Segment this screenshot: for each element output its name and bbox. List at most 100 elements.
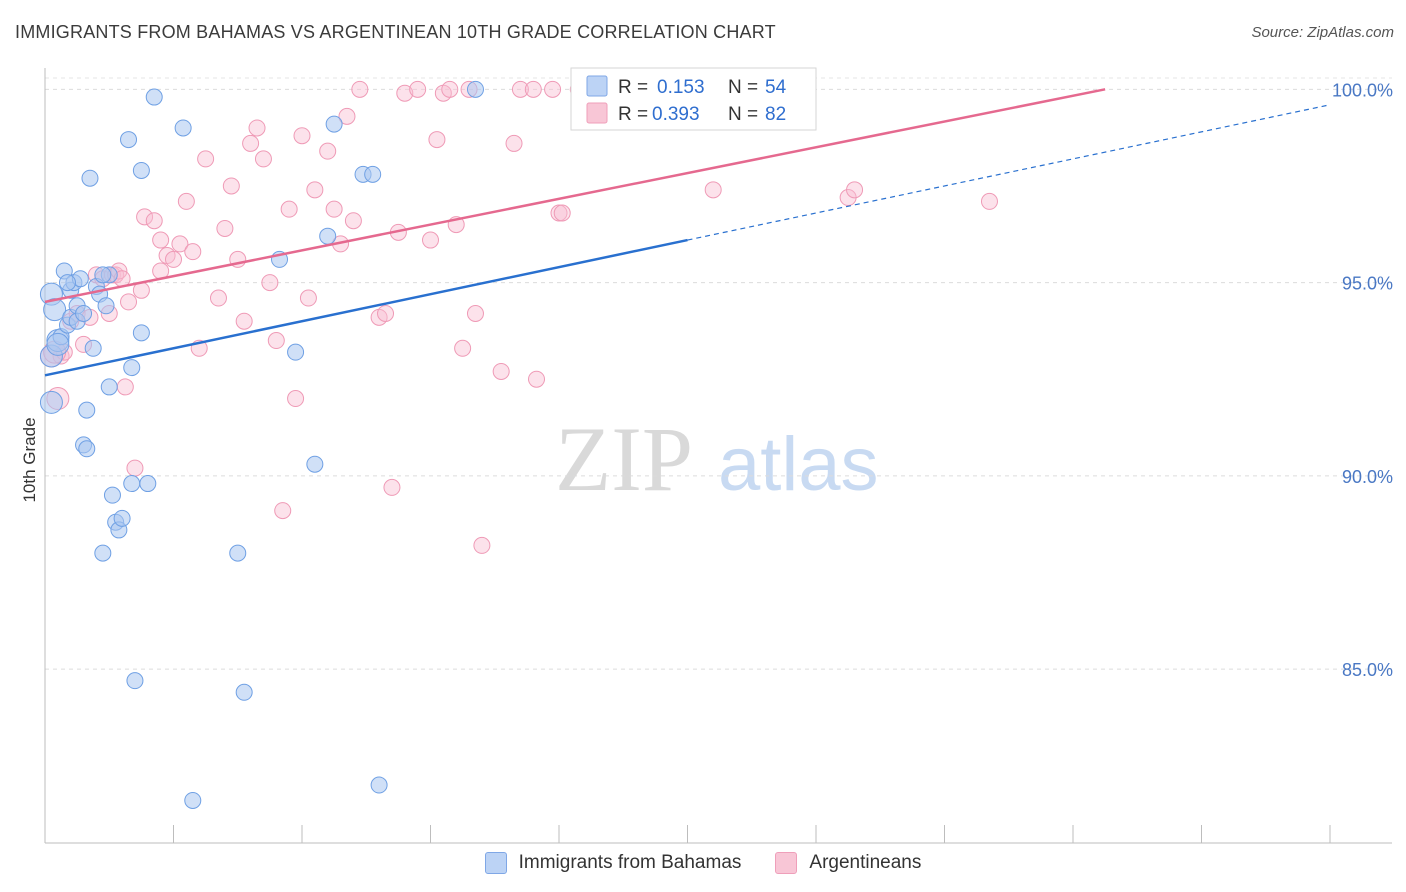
point-argentineans-66	[473, 536, 491, 554]
point-argentineans-41	[280, 200, 298, 218]
chart-title: IMMIGRANTS FROM BAHAMAS VS ARGENTINEAN 1…	[15, 22, 776, 42]
y-tick-label-2: 95.0%	[1342, 274, 1393, 294]
point-argentineans-39	[267, 332, 285, 350]
stats-r-label-blue: R =	[618, 77, 648, 98]
stats-r-value-pink: 0.393	[652, 104, 700, 125]
point-argentineans-47	[325, 200, 343, 218]
point-argentineans-69	[511, 80, 529, 98]
point-bahamas-30	[120, 131, 138, 149]
point-bahamas-17	[78, 401, 96, 419]
trend-lines	[44, 88, 1331, 377]
point-argentineans-38	[261, 274, 279, 292]
point-bahamas-49	[370, 776, 388, 794]
legend-label-argentineans: Argentineans	[809, 852, 922, 873]
point-bahamas-19	[84, 339, 102, 357]
point-bahamas-45	[319, 227, 337, 245]
legend-item-argentineans: Argentineans	[775, 852, 921, 874]
point-bahamas-38	[174, 119, 192, 137]
point-argentineans-40	[274, 502, 292, 520]
point-bahamas-22	[94, 544, 112, 562]
point-argentineans-46	[319, 142, 337, 160]
point-bahamas-23	[97, 297, 115, 315]
point-bahamas-26	[103, 486, 121, 504]
point-bahamas-33	[126, 672, 144, 690]
legend-item-bahamas: Immigrants from Bahamas	[484, 852, 741, 874]
stats-r-value-blue: 0.153	[657, 77, 705, 98]
point-argentineans-53	[377, 304, 395, 322]
point-argentineans-79	[846, 181, 864, 199]
point-argentineans-31	[216, 219, 234, 237]
point-bahamas-34	[132, 324, 150, 342]
legend-swatch-argentineans	[775, 852, 798, 874]
y-tick-label-1: 90.0%	[1342, 467, 1393, 487]
stats-r-label-pink: R =	[618, 104, 648, 125]
stats-n-value-pink: 82	[765, 104, 786, 125]
stats-n-value-blue: 54	[765, 77, 787, 98]
point-argentineans-26	[177, 192, 195, 210]
stats-legend-box	[570, 67, 817, 131]
point-argentineans-57	[409, 80, 427, 98]
point-argentineans-56	[396, 84, 414, 102]
point-argentineans-45	[306, 181, 324, 199]
trend-line-bahamas-extension	[687, 104, 1331, 241]
point-argentineans-30	[209, 289, 227, 307]
stats-n-label-blue: N =	[728, 77, 758, 98]
point-bahamas-48	[364, 165, 382, 183]
point-argentineans-34	[235, 312, 253, 330]
series-legend: Immigrants from Bahamas Argentineans	[0, 852, 1406, 874]
point-argentineans-71	[528, 370, 546, 388]
legend-swatch-bahamas	[484, 852, 507, 874]
point-bahamas-44	[306, 455, 324, 473]
y-axis-label: 10th Grade	[20, 417, 39, 502]
point-bahamas-41	[235, 683, 253, 701]
stats-legend: R = 0.153 N = 54 R = 0.393 N = 82	[570, 67, 817, 131]
point-argentineans-37	[254, 150, 272, 168]
y-tick-label-3: 100.0%	[1332, 80, 1393, 100]
point-argentineans-51	[351, 80, 369, 98]
point-argentineans-74	[553, 204, 571, 222]
point-bahamas-39	[184, 791, 202, 809]
point-bahamas-18	[81, 169, 99, 187]
point-bahamas-3	[43, 298, 67, 322]
stats-swatch-blue	[586, 75, 608, 97]
point-bahamas-16	[78, 440, 96, 458]
point-argentineans-65	[466, 304, 484, 322]
stats-n-label-pink: N =	[728, 104, 758, 125]
point-bahamas-43	[287, 343, 305, 361]
point-argentineans-49	[338, 107, 356, 125]
point-argentineans-25	[171, 235, 189, 253]
point-bahamas-25	[100, 378, 118, 396]
point-argentineans-44	[299, 289, 317, 307]
watermark-atlas: atlas	[718, 422, 879, 507]
point-argentineans-22	[152, 231, 170, 249]
point-argentineans-50	[344, 212, 362, 230]
point-argentineans-77	[704, 181, 722, 199]
point-argentineans-80	[980, 192, 998, 210]
point-bahamas-52	[58, 274, 76, 292]
point-argentineans-24	[165, 250, 182, 268]
point-argentineans-72	[544, 80, 562, 98]
point-bahamas-53	[94, 266, 112, 284]
point-argentineans-63	[454, 339, 472, 357]
point-bahamas-35	[132, 161, 150, 179]
point-argentineans-59	[428, 131, 446, 149]
point-argentineans-15	[116, 378, 134, 396]
point-argentineans-67	[492, 362, 510, 380]
y-tick-label-0: 85.0%	[1342, 660, 1393, 680]
point-argentineans-29	[197, 150, 215, 168]
point-bahamas-50	[466, 80, 484, 98]
trend-line-argentineans	[44, 88, 1106, 304]
point-bahamas-29	[113, 509, 131, 527]
point-bahamas-31	[123, 359, 141, 377]
point-argentineans-35	[242, 134, 260, 152]
point-bahamas-40	[229, 544, 247, 562]
scatter-chart: ZIP atlas 85.0%90.0%95.0%100.0% 0.0%20.0…	[20, 67, 1393, 844]
series-bahamas	[39, 80, 484, 809]
point-argentineans-27	[184, 243, 202, 261]
point-argentineans-54	[383, 478, 401, 496]
point-argentineans-61	[441, 80, 459, 98]
point-argentineans-32	[222, 177, 240, 195]
point-bahamas-14	[75, 304, 93, 322]
point-argentineans-43	[293, 127, 311, 145]
point-bahamas-36	[139, 475, 157, 493]
